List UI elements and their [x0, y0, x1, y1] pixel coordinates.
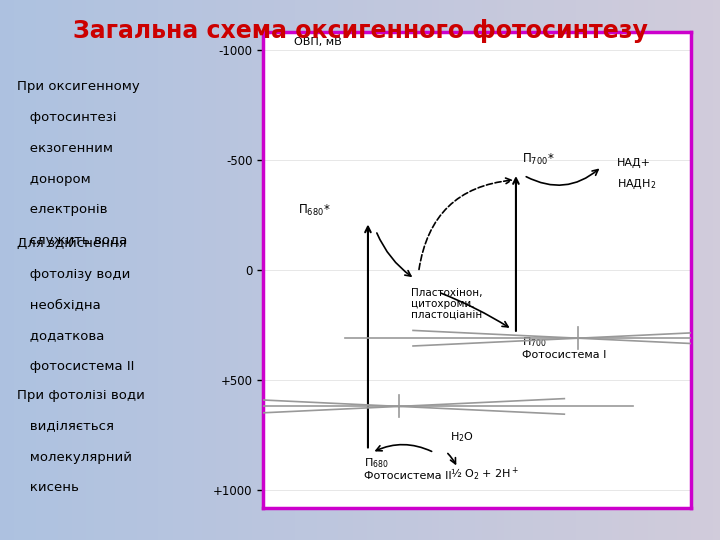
Text: фотосинтезі: фотосинтезі	[17, 111, 117, 124]
Text: екзогенним: екзогенним	[17, 141, 113, 154]
Text: молекулярний: молекулярний	[17, 450, 132, 463]
Text: електронів: електронів	[17, 204, 107, 217]
Text: додаткова: додаткова	[17, 329, 104, 342]
Text: виділяється: виділяється	[17, 420, 114, 433]
Text: НАД+: НАД+	[617, 158, 651, 168]
Text: фотосистема II: фотосистема II	[17, 360, 135, 373]
Text: НАДН$_2$: НАДН$_2$	[617, 178, 657, 191]
Text: ½ O$_2$ + 2H$^+$: ½ O$_2$ + 2H$^+$	[450, 466, 519, 483]
Text: Пластохінон,
цитохроми.
пластоціанін: Пластохінон, цитохроми. пластоціанін	[411, 288, 482, 321]
Text: При оксигенному: При оксигенному	[17, 80, 140, 93]
Text: П$_{700}$
Фотосистема I: П$_{700}$ Фотосистема I	[522, 335, 606, 360]
Text: H$_2$O: H$_2$O	[450, 430, 474, 444]
Text: Для здійснення: Для здійснення	[17, 237, 127, 249]
Text: ОВП, мВ: ОВП, мВ	[294, 37, 342, 47]
Text: необхідна: необхідна	[17, 299, 101, 312]
Text: П$_{700}$*: П$_{700}$*	[522, 152, 554, 167]
Text: донором: донором	[17, 173, 91, 186]
Text: П$_{680}$
Фотосистема II: П$_{680}$ Фотосистема II	[364, 456, 451, 481]
Text: При фотолізі води: При фотолізі води	[17, 389, 145, 402]
Text: фотолізу води: фотолізу води	[17, 268, 130, 281]
Text: П$_{680}$*: П$_{680}$*	[298, 203, 330, 218]
Text: служить вода: служить вода	[17, 234, 127, 247]
Text: кисень: кисень	[17, 482, 79, 495]
Text: Загальна схема оксигенного фотосинтезу: Загальна схема оксигенного фотосинтезу	[73, 19, 647, 43]
